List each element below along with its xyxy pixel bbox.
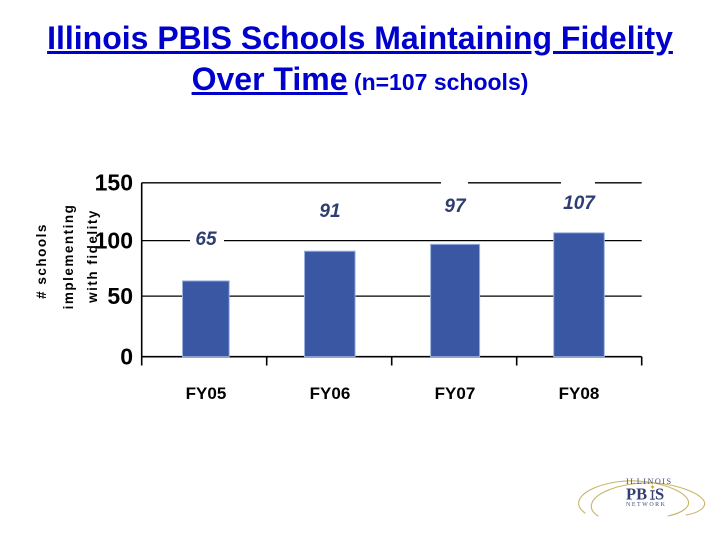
svg-text:50: 50 (107, 283, 133, 309)
svg-text:FY07: FY07 (435, 384, 476, 403)
svg-text:100: 100 (95, 227, 133, 253)
svg-text:# schools: # schools (34, 223, 49, 299)
svg-text:150: 150 (95, 170, 133, 196)
svg-text:FY05: FY05 (186, 384, 227, 403)
svg-text:S: S (655, 485, 664, 504)
svg-text:implementing: implementing (61, 204, 76, 310)
svg-text:with fidelity: with fidelity (85, 209, 100, 304)
svg-text:65: 65 (195, 229, 217, 250)
svg-text:✦: ✦ (650, 483, 656, 491)
svg-text:FY08: FY08 (559, 384, 600, 403)
svg-text:PB: PB (626, 485, 647, 504)
svg-text:97: 97 (444, 196, 467, 217)
svg-text:91: 91 (319, 201, 340, 222)
svg-text:NETWORK: NETWORK (626, 502, 667, 508)
svg-text:FY06: FY06 (310, 384, 351, 403)
svg-text:0: 0 (120, 343, 133, 369)
svg-text:107: 107 (563, 193, 596, 214)
